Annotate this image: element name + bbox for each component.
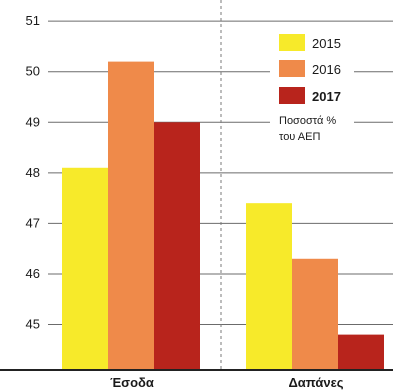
category-label: Δαπάνες xyxy=(288,375,343,390)
unit-note-line1: Ποσοστά % xyxy=(279,115,336,127)
bar-2015-0 xyxy=(62,167,108,370)
y-tick-label: 45 xyxy=(26,317,40,332)
legend-swatch-2015 xyxy=(279,34,305,51)
unit-note-line2: του ΑΕΠ xyxy=(279,131,320,143)
bar-2016-0 xyxy=(108,61,154,370)
bar-2017-1 xyxy=(338,334,384,370)
y-tick-label: 46 xyxy=(26,266,40,281)
legend-label-2016: 2016 xyxy=(312,62,341,77)
legend-label-2017: 2017 xyxy=(312,89,341,104)
bar-2017-0 xyxy=(154,122,200,371)
y-tick-label: 48 xyxy=(26,165,40,180)
y-tick-label: 47 xyxy=(26,215,40,230)
legend-swatch-2017 xyxy=(279,87,305,104)
bar-2016-1 xyxy=(292,258,338,370)
category-label: Έσοδα xyxy=(110,375,154,390)
y-tick-label: 50 xyxy=(26,64,40,79)
y-tick-label: 49 xyxy=(26,114,40,129)
legend-swatch-2016 xyxy=(279,60,305,77)
y-tick-label: 51 xyxy=(26,13,40,28)
legend-label-2015: 2015 xyxy=(312,36,341,51)
bar-2015-1 xyxy=(246,203,292,370)
